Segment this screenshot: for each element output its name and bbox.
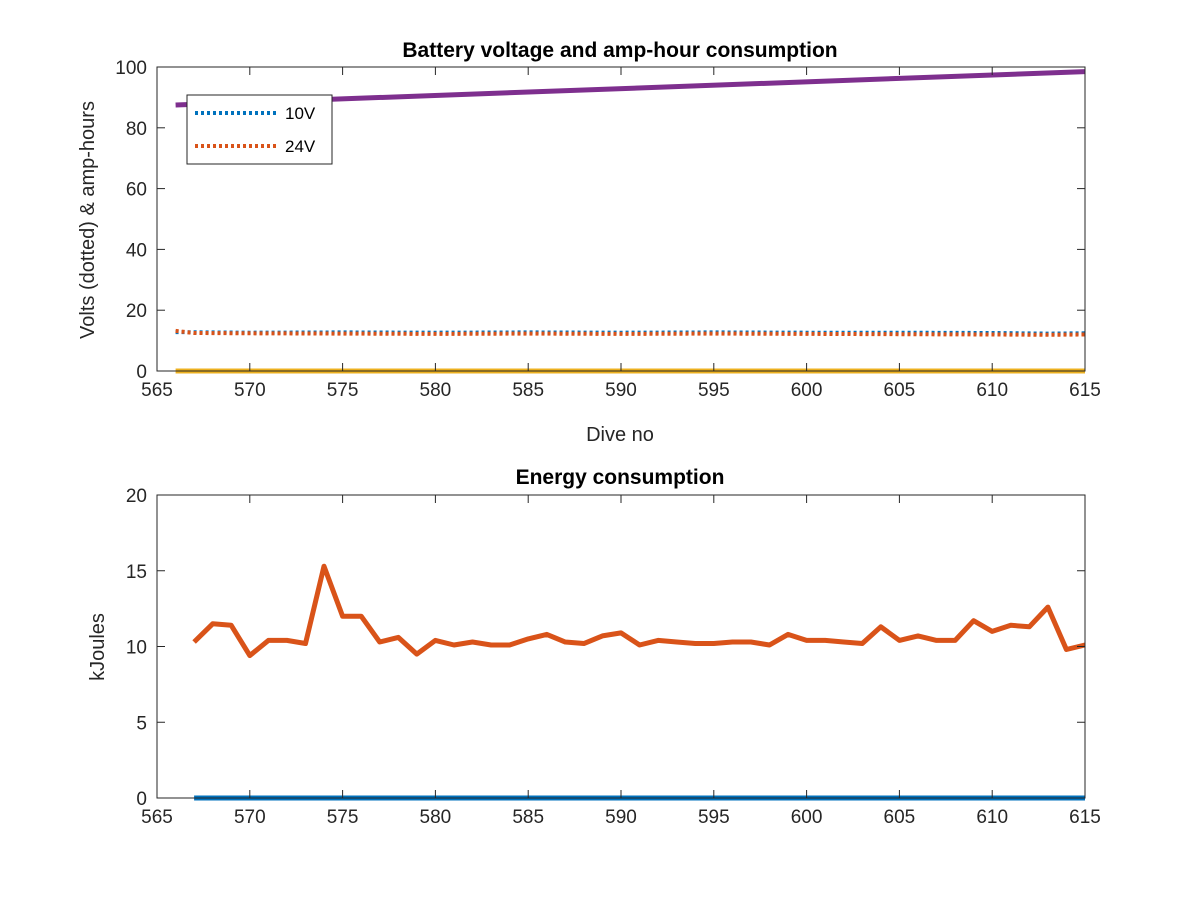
x-tick-label: 575 [327, 380, 359, 401]
x-tick-label: 585 [512, 807, 544, 828]
voltage-chart-frame [156, 66, 1086, 372]
x-tick-label: 570 [234, 380, 266, 401]
y-tick-label: 0 [136, 362, 147, 383]
y-tick-label: 0 [136, 789, 147, 810]
energy-chart: Energy consumption kJoules 565 570 575 580 5… [87, 466, 1101, 828]
y-tick-label: 15 [126, 562, 147, 583]
x-tick-label: 590 [605, 807, 637, 828]
y-tick-label: 80 [126, 119, 147, 140]
x-tick-label: 580 [420, 807, 452, 828]
x-tick-label: 605 [884, 807, 916, 828]
y-tick-label: 60 [126, 180, 147, 201]
y-tick-label: 20 [126, 301, 147, 322]
x-tick-label: 595 [698, 807, 730, 828]
legend-label: 24V [285, 137, 316, 156]
y-tick-label: 100 [115, 58, 147, 79]
energy-chart-frame [156, 494, 1086, 799]
x-tick-label: 615 [1069, 380, 1101, 401]
voltage-chart-ticks: 565 570 575 580 585 590 595 600 605 610 615 0 20 40 60… [115, 58, 1101, 401]
x-tick-label: 565 [141, 807, 173, 828]
y-tick-label: 5 [136, 713, 147, 734]
voltage-chart-legend: 10V 24V [186, 94, 333, 165]
x-tick-label: 575 [327, 807, 359, 828]
legend-box [186, 94, 333, 165]
x-tick-label: 565 [141, 380, 173, 401]
energy-chart-title: Energy consumption [516, 466, 725, 489]
x-tick-label: 615 [1069, 807, 1101, 828]
y-tick-label: 40 [126, 240, 147, 261]
x-tick-label: 610 [976, 380, 1008, 401]
x-tick-label: 585 [512, 380, 544, 401]
x-tick-label: 600 [791, 807, 823, 828]
energy-chart-ylabel: kJoules [87, 613, 109, 681]
x-tick-label: 600 [791, 380, 823, 401]
x-tick-label: 610 [976, 807, 1008, 828]
voltage-chart-ylabel: Volts (dotted) & amp-hours [77, 101, 99, 339]
y-tick-label: 20 [126, 486, 147, 507]
series-line-0 [192, 563, 1086, 659]
voltage-chart-xlabel: Dive no [586, 424, 654, 446]
y-tick-label: 10 [126, 638, 147, 659]
legend-label: 10V [285, 104, 316, 123]
voltage-chart-title: Battery voltage and amp-hour consumption [402, 39, 837, 62]
x-tick-label: 570 [234, 807, 266, 828]
x-tick-label: 605 [884, 380, 916, 401]
series-line-1 [175, 328, 1086, 337]
x-tick-label: 590 [605, 380, 637, 401]
x-tick-label: 580 [420, 380, 452, 401]
voltage-chart: Battery voltage and amp-hour consumption… [77, 39, 1101, 446]
x-tick-label: 595 [698, 380, 730, 401]
